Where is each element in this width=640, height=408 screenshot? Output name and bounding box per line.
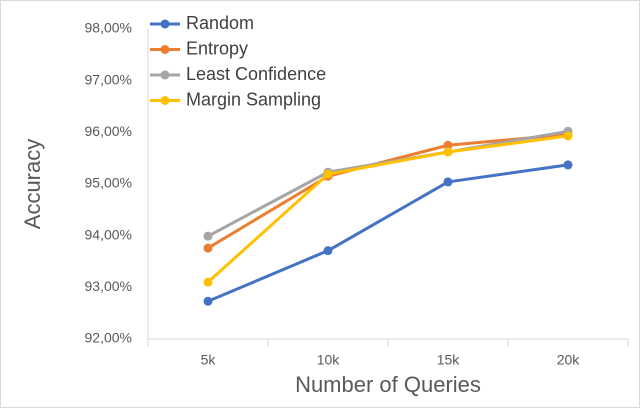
data-point	[443, 147, 453, 157]
y-tick-label: 96,00%	[85, 123, 132, 139]
legend-swatch-marker	[160, 19, 170, 29]
x-tick-label: 15k	[437, 352, 461, 368]
legend-label: Entropy	[186, 38, 248, 58]
data-point	[203, 243, 213, 253]
legend-swatch-marker	[160, 45, 170, 54]
data-point	[323, 169, 333, 179]
data-point	[203, 296, 213, 306]
legend-label: Margin Sampling	[186, 89, 321, 109]
data-point	[563, 160, 573, 170]
x-axis-title: Number of Queries	[295, 372, 481, 397]
data-point	[203, 231, 213, 241]
legend-swatch-marker	[160, 96, 170, 105]
y-tick-label: 97,00%	[85, 71, 132, 87]
x-tick-label: 5k	[201, 352, 217, 368]
x-tick-label: 20k	[557, 352, 581, 368]
data-point	[443, 140, 453, 150]
legend-swatch-marker	[160, 70, 170, 80]
data-point	[323, 246, 333, 256]
y-tick-label: 95,00%	[85, 175, 132, 191]
y-tick-label: 92,00%	[85, 330, 132, 346]
y-tick-label: 94,00%	[85, 226, 132, 242]
series-line	[207, 163, 569, 303]
legend-label: Least Confidence	[186, 64, 326, 84]
x-tick-label: 10k	[317, 352, 341, 368]
data-point	[203, 277, 213, 287]
y-tick-label: 93,00%	[85, 278, 132, 294]
legend-label: Random	[186, 13, 254, 33]
data-point	[563, 131, 573, 141]
series-line	[206, 134, 569, 284]
data-point	[443, 177, 453, 187]
y-tick-label: 98,00%	[85, 20, 132, 36]
y-axis-title: Accuracy	[20, 139, 45, 229]
